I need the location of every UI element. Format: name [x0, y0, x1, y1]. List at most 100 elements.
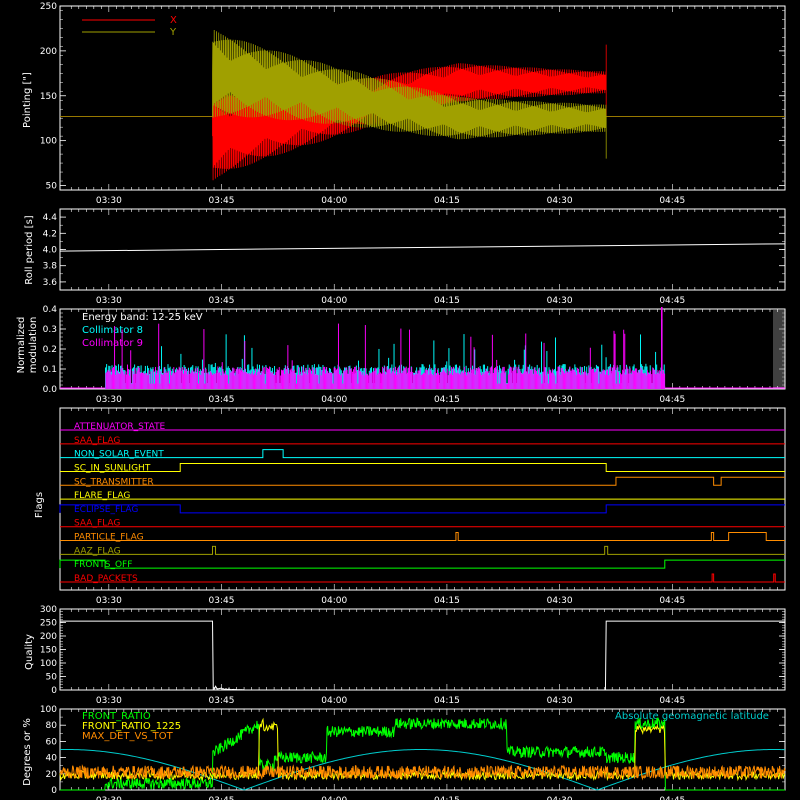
collimator9-bar: [106, 371, 108, 389]
quality-xtick-label: 04:30: [547, 696, 573, 706]
collimator9-bar: [178, 366, 180, 389]
collimator9-bar: [176, 369, 178, 389]
collimator9-bar: [207, 372, 209, 389]
collimator9-bar: [348, 366, 350, 389]
collimator9-bar: [182, 373, 184, 389]
quality-xtick-label: 04:00: [321, 696, 347, 706]
collimator9-bar: [205, 369, 207, 389]
collimator8-bar: [251, 347, 253, 389]
collimator9-bar: [595, 371, 597, 389]
collimator9-bar: [298, 366, 300, 389]
flag-label: SAA_FLAG: [74, 519, 120, 529]
collimator9-bar: [368, 375, 370, 389]
collimator9-bar: [250, 373, 252, 389]
collimator9-bar: [385, 374, 387, 389]
collimator9-bar: [471, 369, 473, 389]
flag-line: [60, 532, 785, 542]
collimator9-bar: [305, 367, 307, 389]
collimator9-bar: [498, 369, 500, 389]
pointing-xtick-label: 03:30: [96, 196, 122, 206]
collimator9-bar: [355, 366, 357, 389]
collimator9-bar: [641, 369, 643, 389]
collimator9-bar: [401, 373, 403, 389]
collimator8-bar: [547, 373, 549, 389]
collimator9-bar: [547, 383, 549, 389]
collimator9-bar: [143, 372, 145, 389]
collimator9-bar: [152, 368, 154, 389]
collimator9-bar: [502, 366, 504, 389]
collimator9-bar: [444, 371, 446, 389]
collimator9-bar: [474, 374, 476, 389]
collimator9-bar: [300, 371, 302, 389]
collimator9-bar: [133, 374, 135, 389]
legend-geomag-latitude: Absolute geomagnetic latitude: [615, 711, 769, 722]
flags-xtick-label: 03:45: [209, 596, 235, 606]
collimator9-bar: [460, 372, 462, 389]
collimator9-bar: [642, 373, 644, 389]
flag-label: FRONTS_OFF: [74, 560, 132, 570]
collimator8-bar: [523, 349, 525, 389]
collimator9-bar: [165, 371, 167, 389]
collimator9-bar: [268, 368, 269, 389]
collimator9-bar: [189, 373, 191, 389]
collimator9-bar: [258, 368, 260, 389]
collimator9-bar: [361, 374, 363, 389]
collimator9-bar: [389, 368, 391, 389]
collimator9-bar: [376, 374, 378, 389]
collimator9-bar: [582, 374, 584, 389]
collimator9-bar: [420, 374, 422, 389]
collimator9-bar: [344, 371, 346, 389]
collimator9-bar: [164, 372, 166, 389]
ratios-xtick-label: 03:30: [96, 796, 122, 800]
collimator9-bar: [303, 370, 305, 389]
collimator9-bar: [270, 371, 272, 389]
collimator9-bar: [415, 371, 417, 389]
collimator9-bar: [154, 366, 156, 389]
collimator9-bar: [259, 371, 261, 389]
collimator9-bar: [476, 368, 478, 389]
collimator9-bar: [135, 373, 137, 389]
collimator9-bar: [562, 371, 564, 389]
collimator9-bar: [573, 369, 575, 389]
collimator9-bar: [600, 373, 602, 389]
collimator9-bar: [245, 371, 247, 389]
collimator9-bar: [192, 371, 194, 389]
collimator9-bar: [363, 375, 365, 389]
collimator9-bar: [193, 373, 195, 389]
modulation-xtick-label: 04:30: [547, 395, 573, 405]
collimator9-bar: [503, 366, 505, 389]
collimator9-bar: [204, 383, 206, 389]
collimator9-bar: [381, 373, 382, 389]
collimator9-bar: [524, 369, 526, 389]
collimator8-bar: [496, 366, 498, 389]
modulation-ylabel-line1: Normalized: [16, 317, 27, 374]
collimator9-bar: [236, 367, 238, 389]
quality-ytick-label: 200: [40, 632, 57, 642]
flag-line: [60, 449, 785, 459]
collimator9-bar: [631, 370, 633, 389]
collimator9-bar: [319, 368, 321, 389]
collimator9-bar: [481, 375, 483, 389]
collimator9-bar: [156, 374, 158, 389]
collimator9-bar: [273, 374, 275, 389]
collimator9-bar: [345, 366, 347, 389]
collimator9-bar: [364, 325, 366, 389]
flag-label: ATTENUATOR_STATE: [74, 422, 166, 432]
collimator9-bar: [395, 366, 396, 389]
modulation-ytick-label: 0.1: [43, 365, 57, 375]
collimator9-bar: [579, 373, 581, 389]
collimator9-bar: [174, 372, 176, 389]
roll-period-series: [59, 243, 786, 252]
pointing-legend: X Y: [82, 15, 177, 38]
collimator9-bar: [400, 328, 402, 389]
pointing-ylabel: Pointing ["]: [22, 72, 33, 128]
ratios-ytick-label: 100: [40, 705, 57, 715]
collimator9-bar: [623, 329, 625, 389]
collimator9-bar: [515, 366, 517, 389]
quality-xtick-label: 03:30: [96, 696, 122, 706]
collimator9-bar: [569, 366, 571, 389]
modulation-ytick-label: 0.3: [43, 325, 57, 335]
collimator9-bar: [340, 375, 342, 389]
collimator9-bar: [148, 370, 150, 389]
collimator9-bar: [230, 372, 232, 389]
